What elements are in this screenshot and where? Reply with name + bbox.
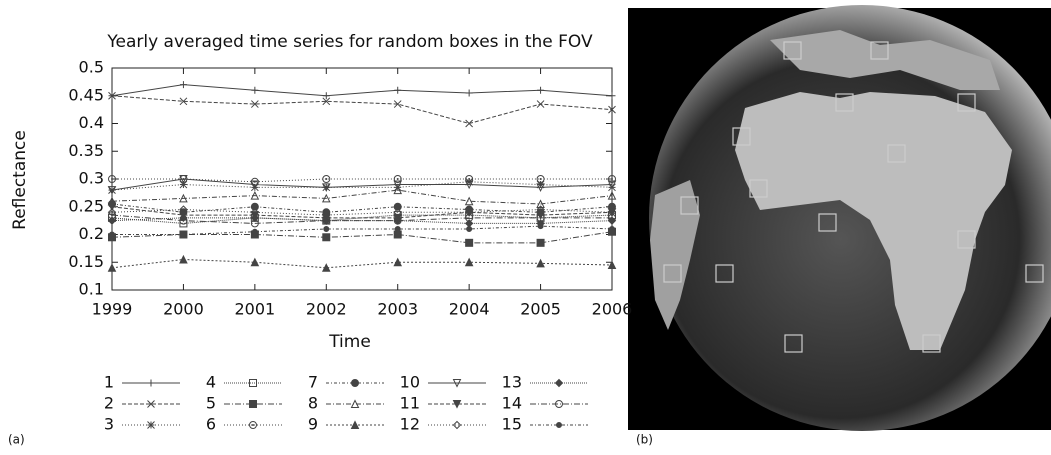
marker xyxy=(537,260,544,267)
marker-center xyxy=(540,178,542,180)
legend-label: 7 xyxy=(308,373,318,392)
marker xyxy=(110,232,115,237)
marker xyxy=(557,423,562,428)
legend-label: 13 xyxy=(502,373,522,392)
marker xyxy=(467,226,472,231)
series-line xyxy=(112,85,612,96)
marker-center xyxy=(397,178,399,180)
marker xyxy=(466,239,473,246)
legend-label: 15 xyxy=(502,415,522,434)
marker xyxy=(466,120,473,127)
marker xyxy=(352,422,359,429)
legend-label: 2 xyxy=(104,394,114,413)
y-tick-label: 0.35 xyxy=(68,141,104,160)
legend-label: 10 xyxy=(400,373,420,392)
figure: Yearly averaged time series for random b… xyxy=(0,0,1051,451)
x-tick-label: 2006 xyxy=(592,300,633,319)
y-tick-label: 0.1 xyxy=(79,280,104,299)
panel-label: (a) xyxy=(8,433,25,447)
marker-center xyxy=(325,178,327,180)
y-tick-label: 0.4 xyxy=(79,113,104,132)
marker xyxy=(394,87,401,94)
panel-label: (b) xyxy=(636,433,653,447)
x-tick-label: 2000 xyxy=(163,300,204,319)
legend-label: 5 xyxy=(206,394,216,413)
marker xyxy=(323,234,330,241)
marker xyxy=(109,264,116,271)
marker xyxy=(394,231,401,238)
marker-center xyxy=(468,178,470,180)
y-tick-label: 0.3 xyxy=(79,169,104,188)
legend-label: 11 xyxy=(400,394,420,413)
x-tick-label: 2005 xyxy=(520,300,561,319)
legend-label: 6 xyxy=(206,415,216,434)
chart-title: Yearly averaged time series for random b… xyxy=(106,32,593,52)
legend-label: 1 xyxy=(104,373,114,392)
x-tick-label: 2002 xyxy=(306,300,347,319)
y-tick-label: 0.5 xyxy=(79,58,104,77)
marker xyxy=(252,229,257,234)
marker xyxy=(610,226,615,231)
y-tick-label: 0.2 xyxy=(79,224,104,243)
x-tick-label: 2003 xyxy=(377,300,418,319)
legend-label: 3 xyxy=(104,415,114,434)
series-line xyxy=(112,96,612,124)
marker xyxy=(324,226,329,231)
x-axis-label: Time xyxy=(328,332,371,352)
marker-center xyxy=(611,178,613,180)
marker xyxy=(180,81,187,88)
y-axis-label: Reflectance xyxy=(10,130,30,230)
marker xyxy=(466,89,473,96)
x-tick-label: 2001 xyxy=(234,300,275,319)
marker xyxy=(148,380,155,387)
satellite-image xyxy=(628,5,1051,431)
legend-label: 8 xyxy=(308,394,318,413)
marker xyxy=(181,232,186,237)
marker xyxy=(250,401,257,408)
y-tick-label: 0.15 xyxy=(68,252,104,271)
y-tick-label: 0.25 xyxy=(68,196,104,215)
marker xyxy=(454,422,461,429)
marker xyxy=(537,87,544,94)
marker xyxy=(395,226,400,231)
y-tick-label: 0.45 xyxy=(68,85,104,104)
marker-center xyxy=(111,178,113,180)
marker xyxy=(556,380,563,387)
legend-label: 14 xyxy=(502,394,522,413)
marker xyxy=(609,92,616,99)
marker-center xyxy=(252,424,254,426)
legend-label: 12 xyxy=(400,415,420,434)
marker xyxy=(251,87,258,94)
x-tick-label: 2004 xyxy=(449,300,490,319)
x-tick-label: 1999 xyxy=(92,300,133,319)
marker xyxy=(352,380,359,387)
marker xyxy=(538,224,543,229)
marker xyxy=(537,101,544,108)
marker xyxy=(148,422,155,429)
marker xyxy=(537,239,544,246)
legend-label: 9 xyxy=(308,415,318,434)
legend-label: 4 xyxy=(206,373,216,392)
